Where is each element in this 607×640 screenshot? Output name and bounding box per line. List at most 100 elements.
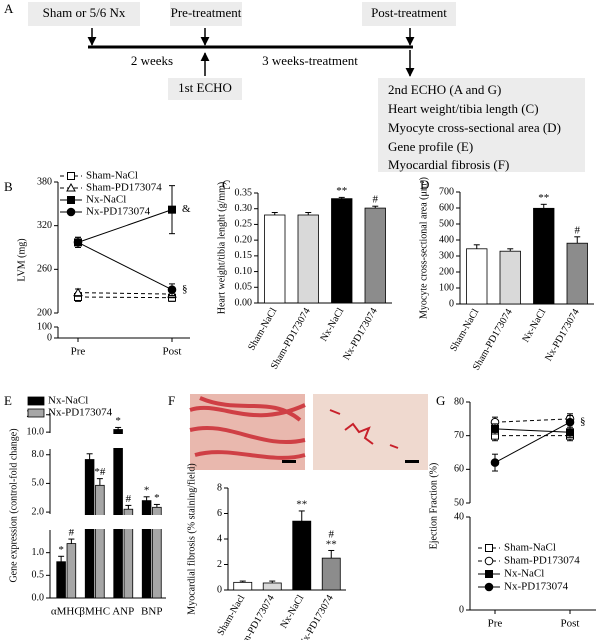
x-tick-label: Nx-PD173074 [341,306,380,362]
bar [264,214,286,304]
legend-label: Nx-NaCl [48,395,88,407]
outcome: Myocardial fibrosis (F) [388,157,509,172]
annotation: & [182,203,191,215]
y-tick-label: 0.35 [235,187,253,198]
marker [491,424,499,433]
annotation: # [69,527,75,539]
legend-swatch [27,408,45,418]
x-tick-label: Sham-NaCl [246,306,279,353]
x-tick-label: Sham-NaCl [448,307,481,354]
series-line [77,292,173,295]
y-tick-label: 8.0 [32,449,45,460]
y-tick-label: 60 [454,464,464,475]
legend-label: Nx-NaCl [86,194,126,206]
annotation: ** [336,185,347,197]
step-box [362,2,456,26]
histology [189,394,428,470]
marker [565,417,575,427]
y-tick-label: 200 [439,266,454,277]
y-axis-label: Heart weight/tibia lenght (g/mm) [216,182,227,314]
marker [167,285,177,295]
bar [331,198,353,304]
series-line [494,421,571,464]
annotation: ** [538,192,549,204]
bar [292,520,312,591]
legend-label: Nx-NaCl [504,568,544,580]
annotation: § [580,416,586,428]
series-line [494,428,571,433]
series-line [494,418,571,423]
series-line [77,296,173,299]
legend-label: Sham-NaCl [504,542,556,554]
marker [67,172,75,180]
timeline: A Sham or 5/6 Nx Pre-treatment Post-trea… [4,1,585,172]
axis-break [52,515,166,529]
legend-label: Nx-PD173074 [48,407,113,419]
panel-letter: C [222,177,231,192]
step: Pre-treatment [171,5,242,20]
y-tick-label: 80 [454,396,464,407]
marker [485,544,493,552]
annotation: § [182,283,188,295]
y-tick-label: 10.0 [27,426,45,437]
y-tick-label: 0 [47,332,52,343]
x-tick-label: Pre [488,618,503,630]
bar [321,557,341,591]
bar [466,248,488,305]
bar [113,429,123,599]
echo: 1st ECHO [178,80,232,95]
marker [168,205,176,214]
y-tick-label: 1.0 [32,547,45,558]
bar [262,582,282,591]
bar [364,207,386,304]
marker [66,182,76,192]
outcome: Myocyte cross-sectional area (D) [388,120,561,135]
annotation: # [373,194,379,206]
annotation: # [126,493,132,505]
outcome: Heart weight/tibia length (C) [388,101,539,116]
fibrosis-staining [189,396,306,460]
panel-letter: D [420,177,429,192]
y-tick-label: 0.5 [32,570,45,581]
y-tick-label: 300 [439,250,454,261]
bar [499,250,521,305]
legend-swatch [27,396,45,406]
marker [484,556,494,566]
marker [73,287,83,297]
y-tick-label: 0.05 [235,282,253,293]
panel-letter: B [4,179,13,194]
y-tick-label: 0 [449,298,454,309]
panel-letter: F [168,393,175,408]
fibrosis-staining [329,409,399,449]
y-tick-label: 2.0 [32,506,45,517]
y-tick-label: 2 [217,559,222,570]
y-axis-label: Myocyte cross-sectional area (μm²) [418,177,429,319]
y-tick-label: 500 [439,218,454,229]
step: Sham or 5/6 Nx [43,5,126,20]
marker [485,570,493,578]
y-tick-label: 200 [37,307,52,318]
legend-label: Nx-PD173074 [504,581,569,593]
annotation: * [58,544,64,556]
x-tick-label: Post [561,618,580,630]
x-tick-label: Nx-PD173074 [543,307,582,363]
y-tick-label: 260 [37,264,52,275]
marker [67,196,75,204]
x-tick-label: Sham-Nacl [215,593,247,638]
x-tick-label: αMHC [51,606,82,618]
outcome: Gene profile (E) [388,139,473,154]
annotation: * [115,415,121,427]
legend-label: Sham-NaCl [86,170,138,182]
y-axis-label: Myocardial fibrosis (% staining/field) [186,463,197,614]
y-axis-label: Gene expression (control-fold change) [8,428,19,582]
y-tick-label: 320 [37,220,52,231]
y-tick-label: 0.0 [32,592,45,603]
y-axis-label: LVM (mg) [16,238,27,281]
bar [533,207,555,305]
step-box [28,2,140,26]
interval: 2 weeks [131,53,173,68]
y-tick-label: 0.25 [235,219,253,230]
panel-letter: A [4,1,14,16]
marker [484,582,494,592]
